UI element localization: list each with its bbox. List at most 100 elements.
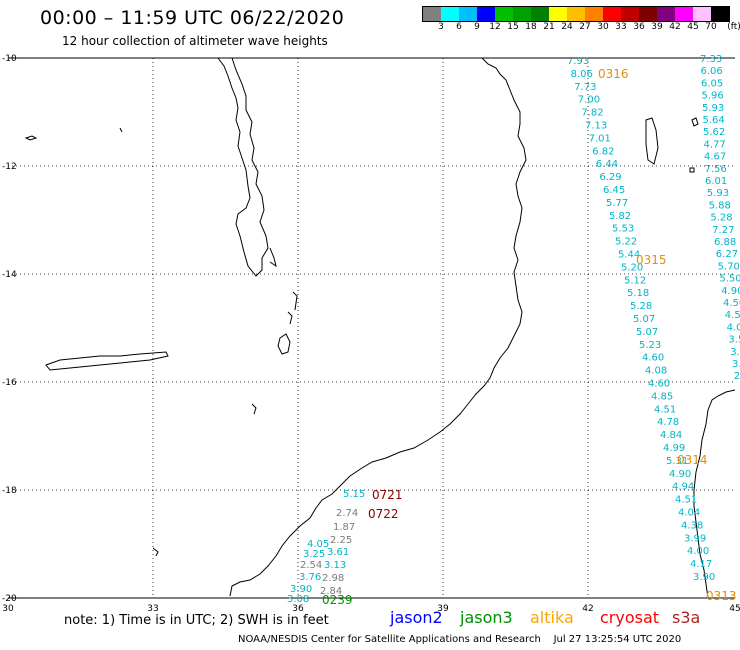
swh-value: 4.90 [721, 286, 740, 297]
swh-value: 5.18 [627, 288, 649, 299]
swh-value: 4.77 [704, 139, 726, 150]
swh-value: 5.50 [719, 274, 740, 285]
swh-value: 3.99 [684, 533, 706, 544]
color-scale-tick: 15 [507, 22, 519, 32]
footer-note: note: 1) Time is in UTC; 2) SWH is in fe… [64, 613, 329, 628]
color-swatch [567, 7, 585, 21]
swh-value: 2.54 [300, 560, 322, 571]
swh-value: 3.25 [303, 549, 325, 560]
swh-value: 2.25 [330, 535, 352, 546]
swh-value: 3.13 [324, 560, 346, 571]
swh-value: 6.27 [716, 249, 738, 260]
color-scale-tick: 24 [561, 22, 573, 32]
swh-value: 5.77 [606, 198, 628, 209]
color-scale-ticks: 3 6 9 12 15 18 21 24 27 30 33 36 39 42 45 70 (ft) [422, 22, 740, 36]
swh-value: 4.84 [660, 430, 682, 441]
swh-value: 4.78 [657, 417, 679, 428]
swh-value: 6.88 [714, 237, 736, 248]
swh-value: 6.05 [701, 78, 723, 89]
swh-value: 5.12 [624, 275, 646, 286]
altimeter-tracks: 7.93 8.06 7.73 7.00 7.82 7.137.01 6.82 6.44 6.29… [287, 54, 740, 607]
swh-value: 8.06 [571, 69, 593, 80]
map-frame [8, 57, 735, 599]
swh-value: 3.90 [693, 572, 715, 583]
swh-value: 4.67 [704, 152, 726, 163]
swh-value: 4.05 [307, 539, 329, 550]
color-swatch [495, 7, 513, 21]
swh-value: 6.45 [603, 185, 625, 196]
swh-value: 4.38 [681, 520, 703, 531]
legend-item-altika: altika [530, 608, 574, 627]
swh-value: 7.27 [712, 225, 734, 236]
color-swatch [621, 7, 639, 21]
color-swatch [423, 7, 441, 21]
longitude-tick-label: 33 [147, 604, 158, 614]
swh-value: 4.99 [663, 443, 685, 454]
swh-value: 7.13 [585, 121, 607, 132]
swh-value: 5.28 [630, 301, 652, 312]
swh-value: 2.74 [336, 508, 358, 519]
swh-value: 5.31 [666, 456, 688, 467]
swh-value: 6.44 [596, 159, 618, 170]
swh-value: 4.60 [648, 379, 670, 390]
color-scale-tick: 12 [489, 22, 501, 32]
swh-value: 4.04 [678, 508, 700, 519]
swh-value: 4.60 [642, 353, 664, 364]
color-scale-tick: 21 [543, 22, 555, 32]
color-swatch [477, 7, 495, 21]
swh-value: 4.85 [651, 391, 673, 402]
swh-value: 5.93 [707, 188, 729, 199]
swh-value: 5.07 [636, 327, 658, 338]
swh-value: 2.98 [322, 573, 344, 584]
swh-value: 7.73 [574, 82, 596, 93]
swh-value: 4.50 [725, 310, 740, 321]
swh-value: 2.84 [320, 586, 342, 597]
swh-value: 4.51 [654, 404, 676, 415]
color-scale-tick: 9 [474, 22, 480, 32]
swh-value: 5.96 [702, 91, 724, 102]
pass-label-0314: 0314 [677, 453, 708, 467]
swh-value: 7.01 [589, 133, 611, 144]
swh-value: 4.00 [687, 546, 709, 557]
legend-item-s3a: s3a [672, 608, 701, 627]
longitude-tick-label: 39 [437, 604, 449, 614]
pass-label-0315: 0315 [636, 253, 667, 267]
axis-tick-labels: 30 33 36 39 42 45 -10 -12 -14 -16 -18 -20 [2, 54, 740, 614]
color-scale-tick: 39 [651, 22, 663, 32]
swh-value: 4.17 [690, 559, 712, 570]
swh-value: 4.50 [723, 298, 740, 309]
swh-value: 5.20 [621, 262, 643, 273]
swh-value: 7.82 [581, 108, 603, 119]
pass-label-0313: 0313 [706, 589, 737, 603]
swh-value: 5.15 [343, 489, 365, 500]
color-scale-tick: 36 [633, 22, 645, 32]
color-swatch [513, 7, 531, 21]
color-scale-tick: 70 [705, 22, 717, 32]
color-scale-tick: 45 [687, 22, 699, 32]
swh-value: 4.51 [675, 495, 697, 506]
color-swatch [657, 7, 675, 21]
color-scale-tick: 42 [669, 22, 681, 32]
swh-value: 5.07 [633, 314, 655, 325]
swh-value: 1.87 [333, 522, 355, 533]
color-scale-unit: (ft) [727, 22, 740, 32]
swh-value: 7.56 [705, 164, 727, 175]
latitude-tick-label: -10 [2, 54, 17, 64]
swh-value: 5.23 [639, 340, 661, 351]
swh-value: 4.08 [645, 366, 667, 377]
swh-value: 3.08 [287, 594, 309, 605]
latitude-tick-label: -18 [2, 486, 17, 496]
swh-value: 5.44 [618, 250, 640, 261]
longitude-tick-label: 36 [292, 604, 304, 614]
latitude-tick-label: -12 [2, 162, 17, 172]
coastline [24, 57, 736, 599]
color-swatch [693, 7, 711, 21]
swh-value: 5.22 [615, 237, 637, 248]
swh-value: 7.33 [700, 54, 722, 65]
swh-value: 7.00 [578, 95, 600, 106]
color-scale-bar [422, 6, 730, 22]
swh-value: 5.62 [703, 127, 725, 138]
swh-value: 4.00 [727, 322, 740, 333]
color-swatch [531, 7, 549, 21]
